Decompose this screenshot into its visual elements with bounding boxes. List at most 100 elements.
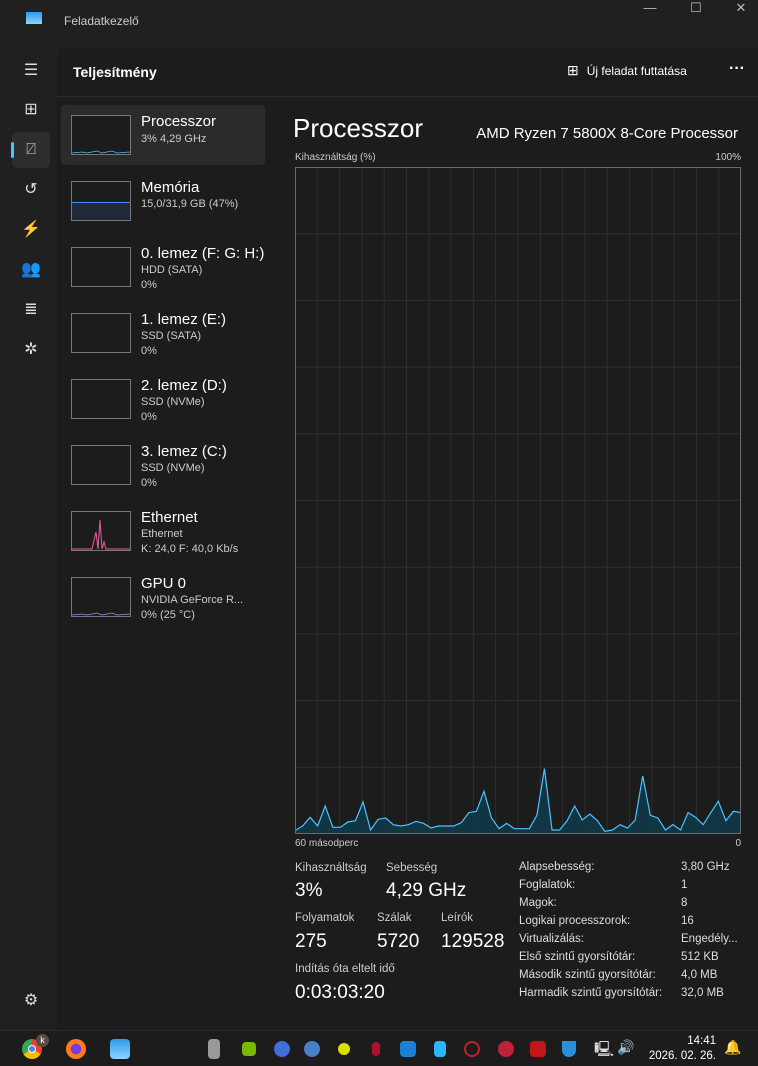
spec-row: Logikai processzorok: 16 <box>519 915 749 927</box>
startup-apps-icon[interactable]: ⚡ <box>21 221 41 238</box>
sidebar-thumbnail <box>71 445 131 485</box>
sidebar-item-name: 0. lemez (F: G: H:) <box>141 245 265 262</box>
window-title: Feladatkezelő <box>64 14 139 28</box>
firefox-icon[interactable] <box>66 1039 86 1059</box>
close-button[interactable]: ✕ <box>735 0 747 15</box>
sidebar-item[interactable]: Processzor 3% 4,29 GHz <box>61 105 265 165</box>
task-manager-icon[interactable] <box>110 1039 130 1059</box>
spec-row: Foglalatok: 1 <box>519 879 749 891</box>
sidebar-item-value: 0% (25 °C) <box>141 609 195 621</box>
sidebar-item[interactable]: 0. lemez (F: G: H:) HDD (SATA) 0% <box>61 237 265 297</box>
tray-red-icon[interactable] <box>372 1042 380 1056</box>
spec-value: Engedély... <box>681 933 738 945</box>
volume-icon[interactable]: 🔊 <box>617 1039 635 1055</box>
sidebar-item[interactable]: Ethernet Ethernet K: 24,0 F: 40,0 Kb/s <box>61 501 265 561</box>
tray-gauge-icon[interactable] <box>464 1041 480 1057</box>
main-panel: Teljesítmény ⊞ Új feladat futtatása ··· … <box>57 47 758 1030</box>
spec-key: Magok: <box>519 897 557 909</box>
sidebar-item-name: Ethernet <box>141 509 198 526</box>
sidebar-item[interactable]: GPU 0 NVIDIA GeForce R... 0% (25 °C) <box>61 567 265 627</box>
notification-bell-icon[interactable]: 🔔 <box>724 1039 742 1055</box>
speed-label: Sebesség <box>386 862 438 874</box>
network-icon[interactable]: 🖳 <box>594 1041 615 1058</box>
tray-key-icon[interactable] <box>338 1043 350 1055</box>
spec-row: Virtualizálás: Engedély... <box>519 933 749 945</box>
page-title: Teljesítmény <box>73 64 157 80</box>
chrome-profile-badge: k <box>36 1034 49 1047</box>
uptime-label: Indítás óta eltelt idő <box>295 963 395 975</box>
mcafee-icon[interactable] <box>530 1041 546 1057</box>
minimize-button[interactable]: — <box>643 0 657 15</box>
chart-xlabel-left: 60 másodperc <box>295 838 359 849</box>
app-history-icon[interactable]: ↺ <box>24 181 38 198</box>
tray-g-icon[interactable] <box>274 1041 290 1057</box>
sidebar-item-value: 0% <box>141 411 157 423</box>
processes-icon[interactable]: ⊞ <box>24 101 38 118</box>
spec-value: 8 <box>681 897 688 909</box>
spec-value: 512 KB <box>681 951 719 963</box>
sidebar-item-sub: 3% 4,29 GHz <box>141 133 207 145</box>
spec-row: Első szintű gyorsítótár: 512 KB <box>519 951 749 963</box>
spec-row: Magok: 8 <box>519 897 749 909</box>
new-task-icon: ⊞ <box>567 62 579 78</box>
spec-key: Virtualizálás: <box>519 933 584 945</box>
chart-ymax: 100% <box>715 152 741 163</box>
tray-bolt-icon[interactable] <box>434 1041 446 1057</box>
sidebar-item[interactable]: 2. lemez (D:) SSD (NVMe) 0% <box>61 369 265 429</box>
cpu-chart <box>295 167 741 834</box>
title-bar: Feladatkezelő — ☐ ✕ <box>0 0 758 44</box>
sidebar-item[interactable]: 3. lemez (C:) SSD (NVMe) 0% <box>61 435 265 495</box>
threads-value: 5720 <box>377 931 420 952</box>
uptime-value: 0:03:03:20 <box>295 982 385 1003</box>
page-header: Teljesítmény ⊞ Új feladat futtatása ··· <box>57 47 758 97</box>
sidebar-item-name: 3. lemez (C:) <box>141 443 227 460</box>
processes-label: Folyamatok <box>295 912 355 924</box>
sidebar-item-name: 2. lemez (D:) <box>141 377 227 394</box>
nvidia-icon[interactable] <box>242 1042 256 1056</box>
details-icon[interactable]: ≣ <box>24 301 38 318</box>
app-logo-icon <box>26 12 42 24</box>
sidebar-thumbnail <box>71 181 131 221</box>
tray-red-circle-icon[interactable] <box>498 1041 514 1057</box>
spec-value: 1 <box>681 879 688 891</box>
spec-row: Harmadik szintű gyorsítótár: 32,0 MB <box>519 987 749 999</box>
performance-icon[interactable]: ⍁ <box>11 132 50 168</box>
sidebar-item-sub: NVIDIA GeForce R... <box>141 594 244 606</box>
sidebar-item-value: 0% <box>141 279 157 291</box>
settings-icon[interactable]: ⚙ <box>23 992 39 1009</box>
sidebar-item-sub: SSD (NVMe) <box>141 396 205 408</box>
sidebar-item-value: 0% <box>141 345 157 357</box>
sidebar-item-sub: 15,0/31,9 GB (47%) <box>141 198 239 210</box>
sidebar-item[interactable]: 1. lemez (E:) SSD (SATA) 0% <box>61 303 265 363</box>
security-icon[interactable] <box>562 1041 576 1057</box>
tray-app-1-icon[interactable] <box>208 1039 220 1059</box>
spec-value: 16 <box>681 915 694 927</box>
resource-list: Processzor 3% 4,29 GHz Memória 15,0/31,9… <box>57 105 267 625</box>
clock-time[interactable]: 14:41 <box>687 1035 716 1047</box>
spec-row: Második szintű gyorsítótár: 4,0 MB <box>519 969 749 981</box>
outlook-icon[interactable] <box>400 1041 416 1057</box>
sidebar-thumbnail <box>71 115 131 155</box>
spec-value: 3,80 GHz <box>681 861 730 873</box>
sidebar-item-sub: SSD (NVMe) <box>141 462 205 474</box>
spec-key: Harmadik szintű gyorsítótár: <box>519 987 663 999</box>
sidebar-item-value: 0% <box>141 477 157 489</box>
maximize-button[interactable]: ☐ <box>690 0 702 15</box>
sidebar-thumbnail <box>71 313 131 353</box>
more-options-button[interactable]: ··· <box>729 60 745 77</box>
sidebar-item-value: K: 24,0 F: 40,0 Kb/s <box>141 543 239 555</box>
sidebar-item-name: Memória <box>141 179 200 196</box>
services-icon[interactable]: ✲ <box>24 341 38 358</box>
sidebar-item[interactable]: Memória 15,0/31,9 GB (47%) <box>61 171 265 231</box>
spec-row: Alapsebesség: 3,80 GHz <box>519 861 749 873</box>
users-icon[interactable]: 👥 <box>21 261 41 278</box>
spec-value: 4,0 MB <box>681 969 718 981</box>
clock-date[interactable]: 2026. 02. 26. <box>648 1050 716 1062</box>
sidebar-thumbnail <box>71 577 131 617</box>
sidebar-item-sub: HDD (SATA) <box>141 264 203 276</box>
hamburger-menu-icon[interactable]: ☰ <box>23 62 39 79</box>
sidebar-thumbnail <box>71 247 131 287</box>
chart-border <box>295 167 741 834</box>
tray-check-icon[interactable] <box>304 1041 320 1057</box>
run-new-task-button[interactable]: ⊞ Új feladat futtatása <box>567 62 687 78</box>
